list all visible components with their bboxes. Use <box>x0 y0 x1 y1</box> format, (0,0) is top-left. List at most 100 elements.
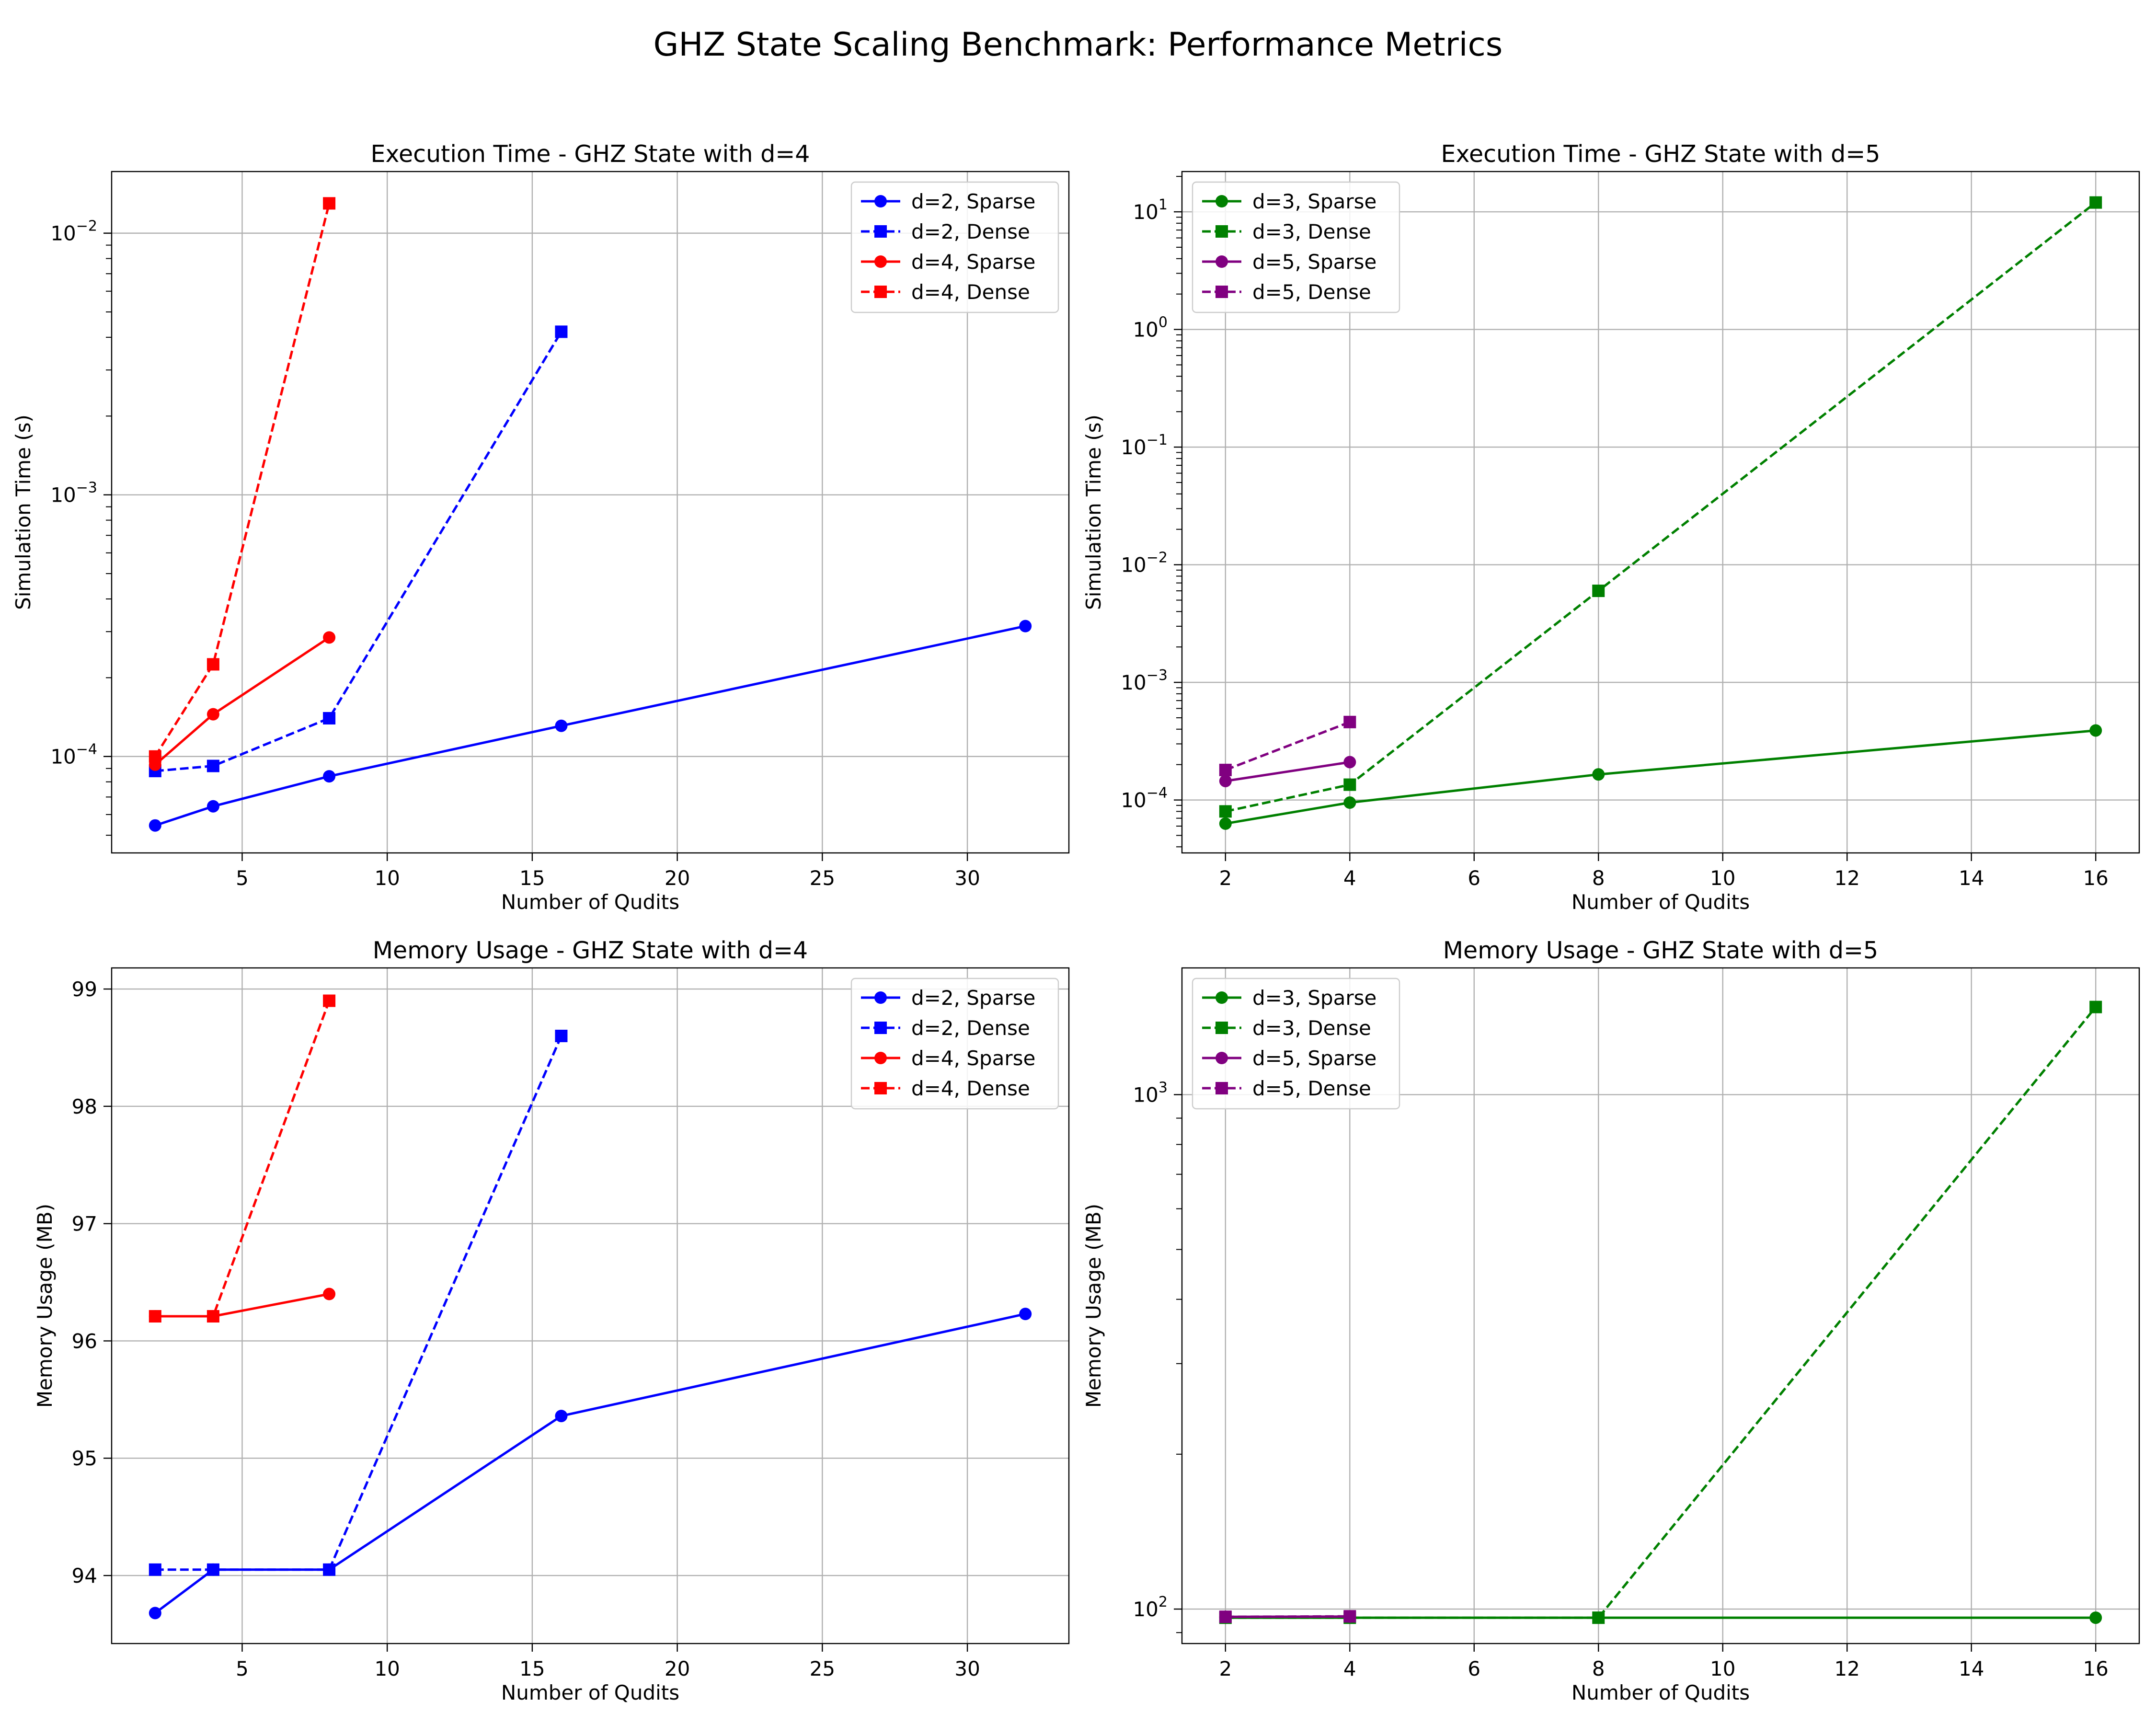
chart-title: Execution Time - GHZ State with d=5 <box>1441 140 1881 168</box>
x-tick-label: 30 <box>954 866 980 890</box>
x-tick-label: 4 <box>1343 1657 1356 1680</box>
axes-frame <box>1181 171 2140 854</box>
legend: d=2, Sparse d=2, Dense d=4, Sparse d=4, Den… <box>850 181 1059 313</box>
x-axis-label: Number of Qudits <box>501 890 679 914</box>
data-point <box>1592 768 1605 781</box>
y-tick-label: 100 <box>1133 314 1168 342</box>
series-line-d-2-dense <box>155 1035 562 1571</box>
y-tick-label: 102 <box>1133 1594 1168 1621</box>
legend-marker <box>874 195 887 207</box>
legend-label: d=5, Dense <box>1252 280 1371 304</box>
legend-box <box>850 181 1059 313</box>
legend-label: d=5, Sparse <box>1252 250 1376 274</box>
legend-marker <box>874 1082 887 1094</box>
y-tick-label: 97 <box>72 1212 97 1236</box>
x-tick-label: 25 <box>810 866 835 890</box>
x-tick-label: 10 <box>1710 1657 1735 1680</box>
x-tick-label: 5 <box>236 866 249 890</box>
data-point <box>1592 585 1605 598</box>
legend-marker <box>874 1052 887 1064</box>
legend-marker <box>1216 286 1228 298</box>
data-point <box>323 631 336 644</box>
x-tick-label: 30 <box>954 1657 980 1680</box>
x-tick-label: 2 <box>1219 1657 1232 1680</box>
data-point <box>206 658 219 671</box>
legend-marker <box>1216 255 1228 268</box>
data-point <box>149 819 161 832</box>
y-axis-label: Simulation Time (s) <box>1082 414 1105 610</box>
legend-label: d=5, Sparse <box>1252 1046 1376 1070</box>
data-point <box>1219 805 1232 818</box>
data-point <box>323 712 336 724</box>
legend-marker <box>874 1022 887 1034</box>
series-line-d-3-dense <box>1225 1006 2097 1619</box>
series-line-d-5-dense <box>1225 1615 1350 1618</box>
data-point <box>555 719 568 732</box>
data-point <box>2089 1000 2102 1013</box>
legend-marker <box>1216 225 1228 238</box>
x-tick-label: 20 <box>665 866 690 890</box>
y-tick-label: 99 <box>72 978 97 1001</box>
data-point <box>1219 1610 1232 1623</box>
legend-marker <box>1216 1082 1228 1094</box>
data-point <box>206 1563 219 1576</box>
data-point <box>323 770 336 783</box>
y-tick-label: 10−3 <box>50 480 97 507</box>
legend-label: d=5, Dense <box>1252 1077 1371 1100</box>
x-tick-label: 12 <box>1834 866 1859 890</box>
y-tick-label: 10−4 <box>50 741 97 769</box>
x-tick-label: 16 <box>2083 866 2108 890</box>
data-point <box>2089 196 2102 209</box>
x-tick-label: 25 <box>810 1657 835 1680</box>
x-tick-label: 8 <box>1592 866 1605 890</box>
y-tick-label: 98 <box>72 1095 97 1118</box>
y-axis-label: Memory Usage (MB) <box>1082 1204 1105 1408</box>
legend-label: d=4, Sparse <box>911 250 1035 274</box>
y-tick-label: 101 <box>1133 196 1168 224</box>
data-point <box>1219 817 1232 830</box>
legend-label: d=3, Dense <box>1252 1016 1371 1040</box>
y-axis-label: Memory Usage (MB) <box>33 1204 57 1408</box>
legend-marker <box>874 225 887 238</box>
y-tick-label: 10−2 <box>1121 550 1168 577</box>
axes-frame <box>111 171 1070 854</box>
x-tick-label: 2 <box>1219 866 1232 890</box>
x-tick-label: 10 <box>374 1657 400 1680</box>
y-tick-label: 10−1 <box>1121 432 1168 459</box>
legend-marker <box>1216 1052 1228 1064</box>
x-tick-label: 6 <box>1468 866 1480 890</box>
legend-label: d=2, Sparse <box>911 986 1035 1010</box>
legend-marker <box>1216 1022 1228 1034</box>
data-point <box>206 708 219 721</box>
data-point <box>149 1607 161 1620</box>
data-point <box>1343 1610 1356 1623</box>
data-point <box>1592 1611 1605 1624</box>
legend: d=3, Sparse d=3, Dense d=5, Sparse d=5, Den… <box>1192 978 1400 1110</box>
series-line-d-3-dense <box>1225 201 2097 813</box>
x-tick-label: 6 <box>1468 1657 1480 1680</box>
y-tick-label: 10−4 <box>1121 785 1168 812</box>
data-point <box>1219 774 1232 787</box>
figure-title: GHZ State Scaling Benchmark: Performance… <box>654 26 1503 64</box>
legend-marker <box>874 286 887 298</box>
data-point <box>1343 778 1356 791</box>
data-point <box>555 1410 568 1423</box>
x-tick-label: 10 <box>1710 866 1735 890</box>
legend-box <box>1192 978 1400 1110</box>
legend-marker <box>1216 195 1228 207</box>
legend-label: d=2, Sparse <box>911 190 1035 213</box>
data-point <box>206 759 219 772</box>
x-tick-label: 10 <box>374 866 400 890</box>
legend-label: d=2, Dense <box>911 1016 1030 1040</box>
data-point <box>323 1563 336 1576</box>
chart-title: Execution Time - GHZ State with d=4 <box>371 140 810 168</box>
chart-panel-2: 2 4 6 8 10 12 14 16 10−4 10−3 10−2 10−1 100 101 Execut… <box>1082 140 2140 914</box>
y-tick-label: 10−2 <box>50 218 97 245</box>
axes-frame <box>111 967 1070 1644</box>
axes-frame <box>1181 967 2140 1644</box>
data-point <box>1019 1308 1032 1321</box>
x-tick-label: 15 <box>519 1657 545 1680</box>
y-tick-label: 10−3 <box>1121 667 1168 694</box>
